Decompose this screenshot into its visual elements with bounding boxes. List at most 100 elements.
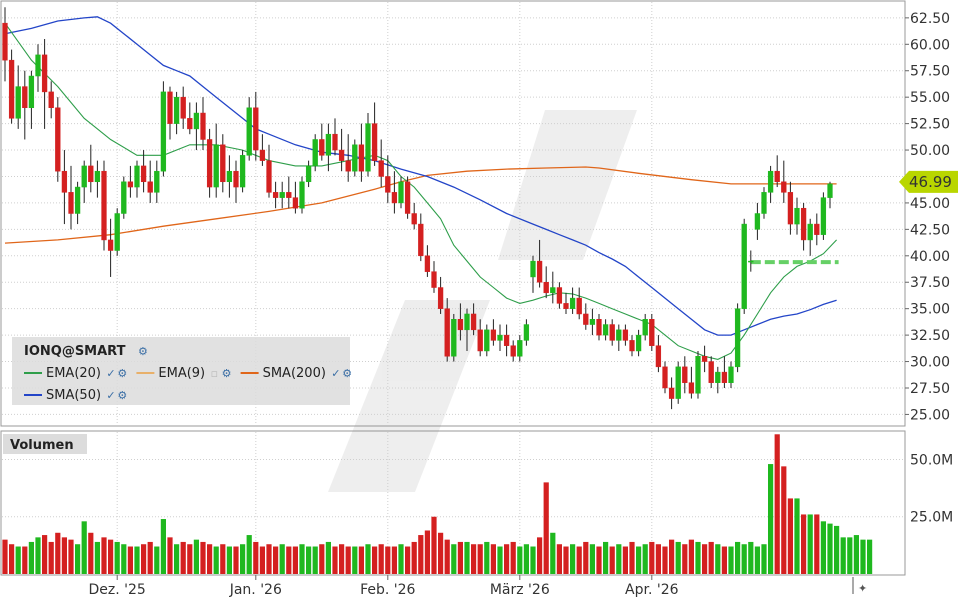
candle-body [814, 223, 820, 235]
legend-check-icon[interactable]: ✓ [331, 367, 340, 380]
candle-body [2, 22, 8, 61]
candle-body [299, 181, 305, 209]
volume-bar [174, 544, 180, 574]
candle-body [74, 186, 81, 214]
candle-body [635, 334, 642, 352]
candle-body [134, 165, 140, 188]
volume-bar [154, 546, 160, 574]
volume-bar [9, 544, 15, 574]
volume-axis: 25.0M 50.0M [910, 452, 953, 525]
legend-symbol-settings-icon[interactable]: ⚙ [138, 345, 148, 358]
volume-bar [94, 541, 100, 574]
volume-bar [787, 498, 793, 574]
time-axis: Dez. '25 Jan. '26 Feb. '26 März '26 Apr. '26 [89, 575, 679, 598]
volume-bar [312, 546, 318, 574]
volume-bar [319, 544, 325, 574]
candle-body [642, 319, 648, 336]
volume-bar [207, 544, 213, 574]
volume-bar [517, 546, 523, 574]
legend-settings-icon[interactable]: ⚙ [342, 367, 352, 380]
volume-bar [814, 514, 820, 574]
volume-bar [748, 541, 754, 574]
candle-body [107, 239, 114, 251]
volume-bar [48, 541, 54, 574]
candle-body [543, 281, 549, 294]
legend-settings-icon[interactable]: ⚙ [117, 367, 127, 380]
volume-bar [68, 539, 74, 574]
candle-body [622, 329, 629, 341]
candle-body [457, 319, 464, 331]
candle-body [583, 313, 589, 325]
volume-bar [827, 523, 833, 574]
volume-bar [820, 521, 826, 574]
volume-bar [715, 544, 721, 574]
volume-bar [655, 544, 661, 574]
volume-bar [259, 546, 265, 574]
candle-body [484, 329, 490, 352]
candle-body [761, 192, 767, 214]
time-tick-label: Dez. '25 [89, 582, 146, 598]
volume-bar [339, 544, 345, 574]
volume-bar [81, 521, 87, 574]
legend-background [12, 337, 350, 405]
candle-body [431, 271, 437, 288]
candle-body [748, 260, 754, 263]
candle-body [490, 329, 497, 341]
volume-bar [35, 537, 41, 574]
volume-bar [523, 544, 529, 574]
volume-bar [127, 546, 133, 574]
volume-bar [378, 544, 384, 574]
candle-body [352, 144, 358, 172]
candle-body [206, 139, 213, 188]
volume-bar [867, 539, 873, 574]
volume-bar [299, 544, 305, 574]
legend-settings-icon[interactable]: ⚙ [117, 389, 127, 402]
volume-bar [193, 539, 199, 574]
volume-bar [187, 544, 193, 574]
legend-settings-icon[interactable]: ⚙ [222, 367, 232, 380]
volume-bar [352, 546, 358, 574]
volume-bar [431, 516, 437, 574]
candle-body [213, 144, 219, 188]
candle-body [266, 160, 272, 193]
crosshair-marker[interactable]: ✦ [852, 577, 867, 595]
volume-bar [728, 546, 734, 574]
volume-bar [279, 544, 285, 574]
volume-bar [629, 541, 635, 574]
volume-bar [88, 532, 94, 574]
volume-bar [622, 546, 628, 574]
volume-bar [55, 532, 61, 574]
price-tick-label: 40.00 [910, 249, 950, 265]
candle-body [668, 387, 675, 399]
price-tick-label: 37.50 [910, 275, 950, 291]
candle-body [523, 324, 530, 341]
volume-bar [266, 544, 272, 574]
candle-body [695, 356, 701, 394]
candle-body [497, 334, 503, 341]
sma200-line [4, 166, 837, 244]
volume-bar [695, 541, 701, 574]
candle-body [596, 319, 602, 336]
legend-check-icon[interactable]: ✓ [106, 367, 115, 380]
price-tick-label: 57.50 [910, 64, 950, 80]
volume-bar [550, 532, 556, 574]
volume-bar [543, 482, 549, 574]
volume-bar [180, 541, 186, 574]
candle-body [246, 107, 252, 156]
scroll-arrow-icon[interactable]: ✦ [858, 582, 867, 595]
candle-body [358, 144, 365, 172]
volume-bar [114, 541, 120, 574]
time-tick-label: Jan. '26 [229, 582, 282, 598]
volume-bar [675, 541, 681, 574]
legend-check-icon[interactable]: ✓ [106, 389, 115, 402]
legend-uncheck-icon[interactable]: ▫ [211, 367, 218, 380]
volume-bar [853, 535, 859, 574]
candle-body [94, 170, 101, 183]
candle-body [510, 345, 516, 357]
candle-body [61, 170, 68, 193]
legend-label: EMA(9) [158, 366, 205, 381]
candle-body [15, 86, 21, 119]
candle-body [319, 139, 325, 156]
